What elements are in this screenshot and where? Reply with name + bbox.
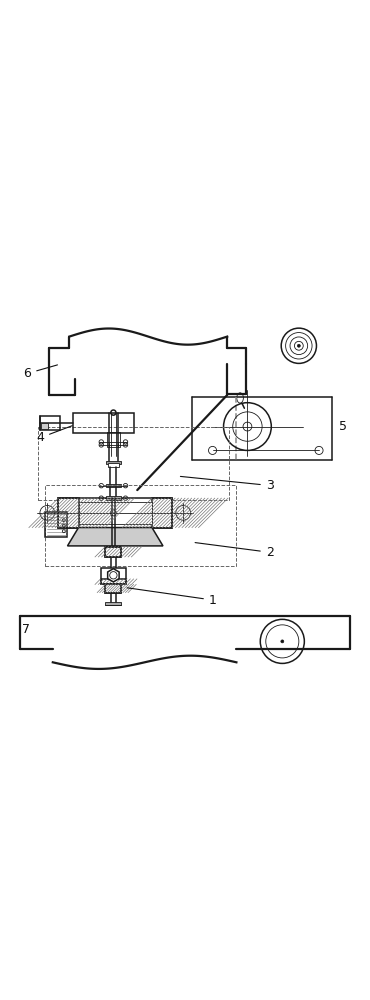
Text: 7: 7 xyxy=(21,623,30,636)
Bar xyxy=(108,463,118,467)
Bar xyxy=(106,461,121,464)
Bar xyxy=(78,502,152,524)
Text: 5: 5 xyxy=(339,420,347,433)
Circle shape xyxy=(281,640,284,643)
Bar xyxy=(58,498,78,528)
Bar xyxy=(106,496,121,500)
Bar xyxy=(107,432,120,447)
Bar xyxy=(46,512,67,537)
Bar xyxy=(73,413,134,433)
Circle shape xyxy=(297,344,300,347)
Bar xyxy=(106,484,121,487)
Polygon shape xyxy=(67,528,163,546)
Bar xyxy=(105,547,121,557)
Text: 6: 6 xyxy=(23,365,57,380)
Bar xyxy=(46,485,236,566)
Bar xyxy=(105,547,121,557)
Bar xyxy=(152,498,172,528)
Bar xyxy=(58,498,172,528)
Bar xyxy=(38,427,229,500)
Polygon shape xyxy=(108,569,119,582)
Bar xyxy=(40,416,60,430)
Text: 2: 2 xyxy=(195,543,274,559)
Bar xyxy=(105,584,121,593)
Text: 3: 3 xyxy=(181,476,274,492)
Bar xyxy=(101,568,126,584)
Bar xyxy=(105,602,121,605)
Text: 4: 4 xyxy=(36,426,72,444)
Bar xyxy=(105,584,121,593)
Bar xyxy=(101,579,126,584)
Text: 1: 1 xyxy=(127,588,217,607)
Bar xyxy=(41,423,48,429)
